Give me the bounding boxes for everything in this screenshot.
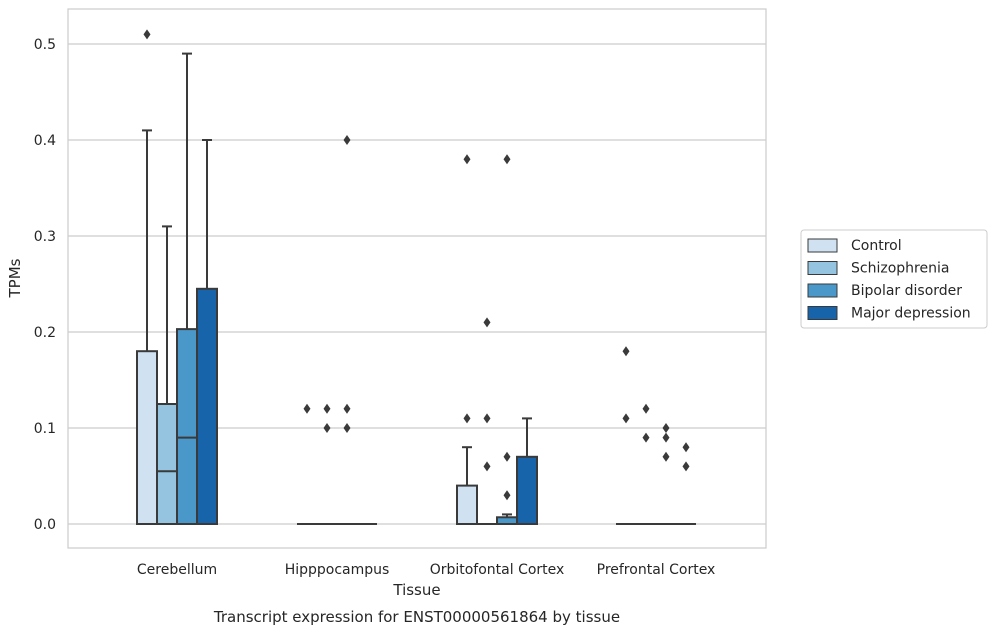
outlier-point [483, 413, 491, 424]
outlier-point [662, 423, 670, 433]
y-tick-label: 0.2 [34, 325, 56, 341]
legend-swatch [807, 306, 838, 320]
box-body [496, 516, 518, 526]
box-bipolar-disorder [337, 135, 357, 525]
box-bipolar-disorder [656, 423, 676, 525]
box-body [196, 287, 218, 525]
outlier-point [682, 442, 690, 453]
legend-swatch [807, 261, 838, 275]
outlier-point [682, 461, 690, 472]
x-tick-labels: Cerebellum Hipppocampus Orbitofontal Corte… [137, 562, 715, 578]
plot-frame [67, 8, 767, 549]
chart-caption: Transcript expression for ENST0000056186… [213, 608, 620, 626]
box-bipolar-disorder [496, 154, 518, 526]
x-tick-label: Hipppocampus [285, 562, 390, 578]
y-tick-label: 0.4 [34, 133, 56, 149]
outlier-point [463, 154, 471, 165]
outlier-point [483, 317, 491, 328]
outlier-point [343, 423, 351, 433]
outlier-point [662, 432, 670, 443]
outlier-point [622, 346, 630, 357]
box-body [176, 328, 198, 525]
outlier-point [503, 490, 511, 501]
legend-label: Major depression [851, 306, 971, 322]
outlier-point [303, 403, 311, 414]
outlier-point [343, 135, 351, 145]
outlier-point [343, 403, 351, 414]
box-major-depression [676, 442, 696, 525]
box-bipolar-disorder [176, 52, 198, 525]
legend-frame [800, 229, 988, 329]
outlier-point [642, 403, 650, 414]
legend-swatch [807, 283, 838, 298]
box-control [616, 346, 636, 525]
y-tick-labels: 0.0 0.1 0.2 0.3 0.4 0.5 [34, 37, 56, 533]
box-control [136, 29, 158, 526]
outlier-point [662, 451, 670, 462]
outlier-point [143, 29, 151, 40]
outlier-point [642, 432, 650, 443]
box-body [516, 455, 538, 525]
legend-label: Control [851, 238, 902, 254]
box-major-depression [516, 417, 538, 525]
y-tick-label: 0.0 [34, 517, 56, 533]
y-tick-label: 0.3 [34, 229, 56, 245]
boxes [136, 29, 696, 526]
y-tick-label: 0.1 [34, 421, 56, 437]
x-tick-label: Cerebellum [137, 562, 217, 578]
outlier-point [622, 413, 630, 424]
outlier-point [323, 423, 331, 433]
outlier-point [463, 413, 471, 424]
y-axis-title: TPMs [6, 258, 24, 298]
x-tick-label: Orbitofontal Cortex [430, 562, 565, 578]
box-schizophrenia [156, 225, 178, 525]
y-tick-label: 0.5 [34, 37, 56, 53]
x-tick-label: Prefrontal Cortex [597, 562, 716, 578]
outlier-point [323, 403, 331, 414]
legend-label: Bipolar disorder [851, 283, 962, 299]
box-schizophrenia [636, 403, 656, 525]
box-major-depression [196, 139, 218, 525]
legend-swatch [807, 238, 838, 253]
box-control [297, 403, 317, 525]
box-control [456, 154, 478, 526]
x-axis-title: Tissue [392, 581, 440, 599]
legend-label: Schizophrenia [851, 261, 949, 277]
box-body [136, 350, 158, 526]
outlier-point [483, 461, 491, 472]
box-body [456, 484, 478, 526]
box-body [156, 403, 178, 525]
box-schizophrenia [317, 403, 337, 525]
legend: Control Schizophrenia Bipolar disorder Majo… [800, 229, 988, 329]
box-schizophrenia [477, 317, 497, 525]
outlier-point [503, 154, 511, 165]
outlier-point [503, 451, 511, 462]
